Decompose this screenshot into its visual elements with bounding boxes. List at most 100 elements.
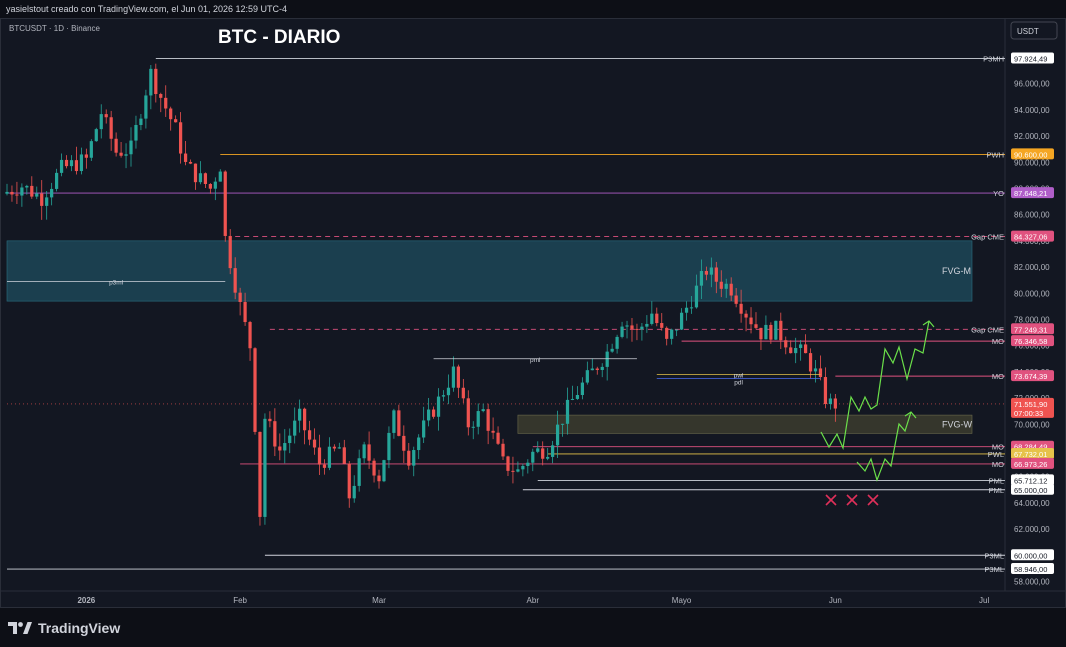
- candle-body: [709, 267, 713, 275]
- candle-body: [89, 141, 93, 158]
- candles: [5, 63, 837, 526]
- candle-body: [769, 324, 773, 340]
- footer: TradingView: [0, 608, 1066, 647]
- level-name: P3ML: [984, 551, 1004, 560]
- candle-body: [833, 398, 837, 409]
- candle-body: [253, 348, 257, 432]
- level-value: 66.973,26: [1014, 460, 1047, 469]
- candle-body: [496, 432, 500, 444]
- candle-body: [784, 340, 788, 348]
- grid: [1, 19, 1065, 592]
- candle-body: [655, 313, 659, 324]
- candle-body: [243, 301, 247, 323]
- level-name: PWH: [987, 150, 1005, 159]
- level-value-badge: [1011, 52, 1054, 64]
- currency-label: USDT: [1017, 27, 1039, 36]
- candle-body: [178, 122, 183, 154]
- candle-body: [258, 431, 262, 517]
- annotation-label: p3ml: [109, 279, 124, 286]
- candle-body: [352, 485, 356, 499]
- candle-body: [337, 447, 341, 449]
- price-tick-label: 62.000,00: [1014, 525, 1050, 534]
- price-axis[interactable]: 58.000,0060.000,0062.000,0064.000,0066.0…: [1011, 52, 1054, 586]
- candle-body: [764, 324, 768, 340]
- candle-body: [164, 97, 168, 109]
- candle-body: [25, 185, 29, 188]
- candle-body: [650, 313, 654, 324]
- candle-body: [188, 161, 193, 164]
- candle-body: [278, 446, 282, 451]
- candle-body: [794, 347, 798, 354]
- candle-body: [744, 313, 748, 318]
- credit-line: yasielstout creado con TradingView.com, …: [6, 4, 287, 14]
- candle-body: [580, 382, 584, 395]
- time-tick-label: Jul: [979, 596, 989, 605]
- annotation-label: pdl: [734, 379, 743, 386]
- candle-body: [427, 409, 431, 421]
- candle-body: [665, 327, 669, 339]
- candle-body: [759, 327, 763, 340]
- chart-frame[interactable]: FVG-M FVG-W P3MH PWH YO Gap CME Gap CME MO MO MO…: [0, 18, 1066, 608]
- candle-body: [223, 171, 227, 236]
- candle-body: [342, 447, 346, 464]
- candle-body: [749, 317, 753, 325]
- price-tick-label: 78.000,00: [1014, 315, 1050, 324]
- candle-body: [521, 465, 525, 470]
- price-chart[interactable]: FVG-M FVG-W P3MH PWH YO Gap CME Gap CME MO MO MO…: [1, 19, 1065, 607]
- candle-body: [372, 460, 376, 476]
- candle-body: [719, 281, 723, 289]
- candle-body: [431, 409, 436, 417]
- zones: FVG-M FVG-W: [6, 240, 973, 434]
- level-name: PWL: [988, 450, 1004, 459]
- level-value-badge: [1011, 323, 1054, 335]
- time-axis[interactable]: 2026 Feb Mar Abr Mayo Jun Jul: [77, 596, 989, 605]
- level-value: 67.732,01: [1014, 450, 1047, 459]
- candle-body: [367, 444, 371, 461]
- zone-label: FVG-W: [942, 419, 972, 429]
- level-value-badge: [1011, 335, 1054, 347]
- candle-body: [506, 456, 510, 471]
- candle-body: [635, 328, 639, 330]
- candle-body: [422, 420, 426, 438]
- candle-body: [293, 420, 297, 436]
- candle-body: [218, 171, 222, 182]
- candle-body: [238, 292, 242, 302]
- candle-body: [417, 437, 421, 451]
- candle-body: [412, 450, 416, 466]
- candle-body: [446, 387, 451, 396]
- candle-body: [491, 430, 495, 433]
- price-tick-label: 58.000,00: [1014, 577, 1050, 586]
- level-value: 84.327,06: [1014, 233, 1047, 242]
- candle-body: [79, 154, 84, 172]
- candle-body: [174, 119, 178, 123]
- candle-body: [575, 394, 580, 399]
- candle-body: [699, 270, 704, 286]
- candle-body: [734, 295, 738, 304]
- symbol-label: BTCUSDT · 1D · Binance: [9, 24, 101, 33]
- zone-box: [517, 414, 973, 434]
- candle-body: [605, 351, 609, 367]
- candle-body: [808, 353, 813, 372]
- tradingview-logo[interactable]: TradingView: [8, 620, 120, 636]
- price-tick-label: 90.000,00: [1014, 158, 1050, 167]
- level-value: 97.924,49: [1014, 54, 1047, 63]
- level-value: 58.946,00: [1014, 565, 1047, 574]
- level-value: 87.648,21: [1014, 189, 1047, 198]
- currency-button[interactable]: [1010, 21, 1058, 40]
- candle-body: [144, 95, 148, 119]
- candle-body: [208, 183, 212, 189]
- candle-body: [69, 160, 74, 167]
- annotation-label: pwl: [734, 372, 744, 379]
- candle-body: [139, 118, 143, 125]
- candle-body: [104, 114, 108, 118]
- level-value-badge: [1011, 483, 1054, 495]
- candle-body: [213, 181, 217, 189]
- price-tick-label: 96.000,00: [1014, 80, 1050, 89]
- candle-body: [536, 448, 540, 452]
- candle-body: [818, 368, 823, 378]
- level-value: 73.674,39: [1014, 372, 1047, 381]
- level-value-badge: [1011, 148, 1054, 160]
- tradingview-brand: TradingView: [38, 620, 121, 636]
- time-tick-label: 2026: [77, 596, 95, 605]
